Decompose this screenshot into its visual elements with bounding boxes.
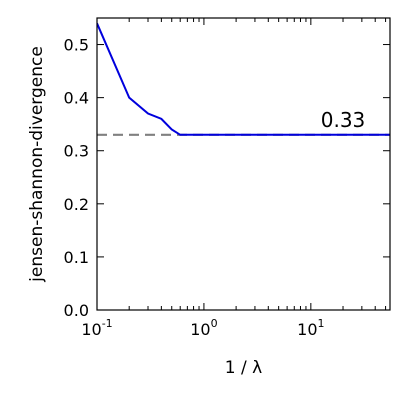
plot-area-group: [96, 17, 391, 311]
value-annotation: 0.33: [321, 108, 366, 132]
y-tick-label: 0.3: [64, 142, 89, 161]
x-tick-label-base: 10: [297, 320, 317, 339]
y-tick-label: 0.1: [64, 248, 89, 267]
x-tick-label: 10-1: [81, 317, 112, 339]
x-tick-label-exponent: -1: [102, 317, 113, 330]
x-tick-label: 100: [190, 317, 217, 339]
x-tick-label-base: 10: [81, 320, 101, 339]
x-axis-label: 1 / λ: [225, 358, 262, 378]
y-tick-label: 0.2: [64, 195, 89, 214]
x-tick-label-exponent: 0: [211, 317, 218, 330]
y-tick-label: 0.0: [64, 301, 89, 320]
y-tick-label: 0.4: [64, 89, 89, 108]
series-line-0: [97, 22, 390, 136]
plot-frame: [96, 17, 391, 311]
y-tick-label: 0.5: [64, 36, 89, 55]
y-axis-label: jensen-shannon-divergence: [27, 46, 47, 283]
x-tick-label-base: 10: [190, 320, 210, 339]
x-tick-label: 101: [297, 317, 324, 339]
x-tick-label-exponent: 1: [318, 317, 325, 330]
